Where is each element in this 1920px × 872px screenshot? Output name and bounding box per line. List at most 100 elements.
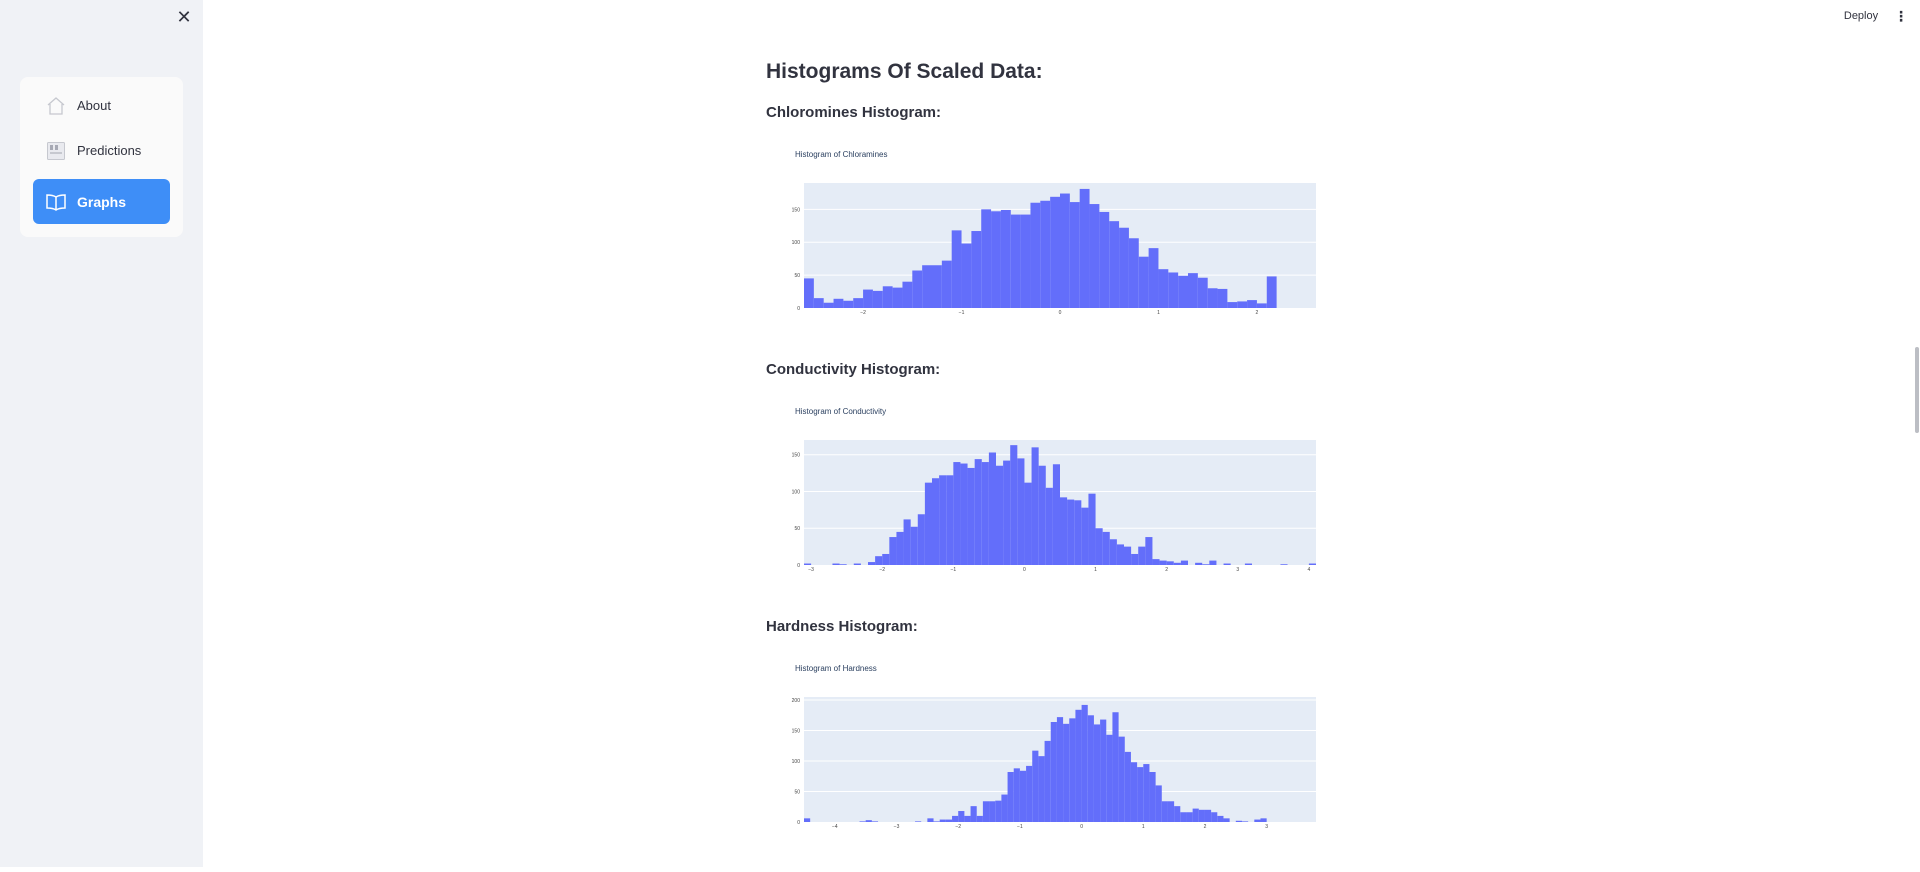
deploy-button[interactable]: Deploy bbox=[1843, 10, 1879, 22]
histogram-bar bbox=[1202, 564, 1210, 565]
histogram-bar bbox=[892, 287, 903, 308]
histogram-bar bbox=[1223, 563, 1231, 565]
main-menu-icon[interactable]: ⋮ bbox=[1894, 8, 1908, 24]
histogram-bar bbox=[991, 211, 1001, 308]
histogram-bar bbox=[1102, 531, 1110, 565]
navigation-menu: About Predictions Graphs bbox=[20, 77, 183, 237]
histogram-bar bbox=[1079, 188, 1090, 308]
y-tick-label: 150 bbox=[792, 729, 801, 735]
histogram-bar bbox=[1161, 801, 1168, 822]
histogram-bar bbox=[1032, 750, 1039, 822]
histogram-bar bbox=[964, 815, 971, 822]
histogram-bar bbox=[804, 278, 814, 308]
y-tick-label: 150 bbox=[792, 207, 801, 213]
histogram-bar bbox=[1060, 193, 1070, 308]
histogram-bar bbox=[1166, 561, 1174, 565]
histogram-bar bbox=[945, 819, 953, 822]
histogram-bar bbox=[1137, 767, 1144, 822]
histogram-bar bbox=[1131, 553, 1139, 565]
scrollbar-track[interactable] bbox=[1913, 0, 1920, 867]
histogram-bar bbox=[1217, 815, 1224, 822]
histogram-bar bbox=[1227, 302, 1238, 308]
histogram-bar bbox=[1063, 723, 1070, 822]
house-icon bbox=[45, 95, 67, 117]
histogram-bar bbox=[1192, 808, 1199, 822]
histogram-bar bbox=[868, 562, 876, 565]
x-tick-label: 3 bbox=[1265, 824, 1268, 830]
y-tick-label: 0 bbox=[797, 306, 800, 312]
histogram-bar bbox=[1116, 544, 1124, 565]
histogram-bar bbox=[1044, 740, 1051, 822]
y-tick-label: 100 bbox=[792, 240, 801, 246]
histogram-bar bbox=[1118, 736, 1125, 822]
close-sidebar-icon[interactable]: ✕ bbox=[176, 7, 192, 27]
histogram-bar bbox=[1244, 563, 1252, 565]
y-tick-label: 150 bbox=[792, 453, 801, 459]
histogram-bar bbox=[1112, 712, 1119, 822]
histogram-bar bbox=[939, 475, 947, 565]
histogram-bar bbox=[832, 563, 840, 565]
histogram-bar bbox=[1256, 303, 1267, 308]
y-tick-label: 100 bbox=[792, 489, 801, 495]
nav-item-predictions[interactable]: Predictions bbox=[33, 128, 170, 173]
histogram-bar bbox=[1031, 447, 1039, 565]
histogram-bar bbox=[1000, 209, 1011, 308]
histogram-bar bbox=[1198, 809, 1205, 822]
histogram-bar bbox=[960, 463, 968, 565]
histogram-bar bbox=[1119, 227, 1129, 308]
histogram-bar bbox=[910, 526, 918, 565]
scrollbar-thumb[interactable] bbox=[1915, 347, 1919, 433]
histogram-bar bbox=[882, 286, 893, 308]
nav-item-about[interactable]: About bbox=[33, 83, 170, 128]
nav-item-graphs[interactable]: Graphs bbox=[33, 179, 170, 224]
histogram-bar bbox=[1241, 821, 1249, 822]
histogram-bar bbox=[953, 462, 961, 565]
chloramines-histogram-chart[interactable]: Histogram of Chloramines 0 50 100 150 −2 −1 0 1… bbox=[766, 134, 1326, 358]
histogram-bar bbox=[1081, 507, 1089, 565]
histogram-bar bbox=[941, 260, 952, 308]
histogram-bar bbox=[1088, 493, 1096, 565]
histogram-bar bbox=[976, 815, 983, 822]
histogram-bar bbox=[1038, 465, 1046, 565]
histogram-bar bbox=[1149, 772, 1156, 822]
histogram-bar bbox=[1075, 709, 1082, 822]
x-tick-label: 1 bbox=[1157, 310, 1160, 316]
x-tick-label: −3 bbox=[808, 567, 814, 573]
histogram-bar bbox=[859, 821, 866, 822]
histogram-bar bbox=[933, 821, 940, 822]
histogram-bar bbox=[902, 281, 913, 308]
histogram-bar bbox=[896, 531, 904, 565]
histogram-bar bbox=[1060, 497, 1068, 565]
conductivity-histogram-chart[interactable]: Histogram of Conductivity 0 50 100 150 −3 −2 −… bbox=[766, 391, 1326, 615]
histogram-bar bbox=[1007, 772, 1014, 822]
x-tick-label: 1 bbox=[1094, 567, 1097, 573]
hardness-histogram-chart[interactable]: Histogram of Hardness 0 50 100 150 200 −4 −3 −2… bbox=[766, 648, 1326, 872]
histogram-bar bbox=[939, 819, 946, 822]
histogram-bar bbox=[924, 482, 932, 565]
histogram-bar bbox=[1148, 248, 1159, 308]
histogram-bar bbox=[1223, 818, 1230, 822]
histogram-bar bbox=[1013, 768, 1020, 822]
histogram-bar bbox=[1040, 200, 1051, 308]
histogram-bar bbox=[1180, 560, 1188, 565]
histogram-bar bbox=[804, 563, 812, 565]
histogram-bar bbox=[1045, 487, 1053, 565]
histogram-bar bbox=[853, 563, 861, 565]
histogram-bar bbox=[1155, 785, 1162, 822]
histogram-bar bbox=[1152, 559, 1160, 565]
histogram-bar bbox=[1067, 499, 1075, 565]
histogram-bar bbox=[1128, 238, 1139, 308]
histogram-bar bbox=[922, 265, 932, 308]
histogram-bar bbox=[1106, 734, 1113, 822]
x-tick-label: −2 bbox=[879, 567, 885, 573]
histogram-bar bbox=[946, 475, 954, 565]
x-tick-label: 1 bbox=[1142, 824, 1145, 830]
histogram-bar bbox=[871, 821, 879, 822]
histogram-bar bbox=[1207, 288, 1218, 308]
histogram-bar bbox=[1020, 214, 1031, 308]
histogram-bar bbox=[1124, 751, 1131, 822]
histogram-bar bbox=[1211, 812, 1218, 822]
histogram-bar bbox=[951, 230, 962, 308]
histogram-bar bbox=[1001, 794, 1008, 822]
x-tick-label: 3 bbox=[1236, 567, 1239, 573]
